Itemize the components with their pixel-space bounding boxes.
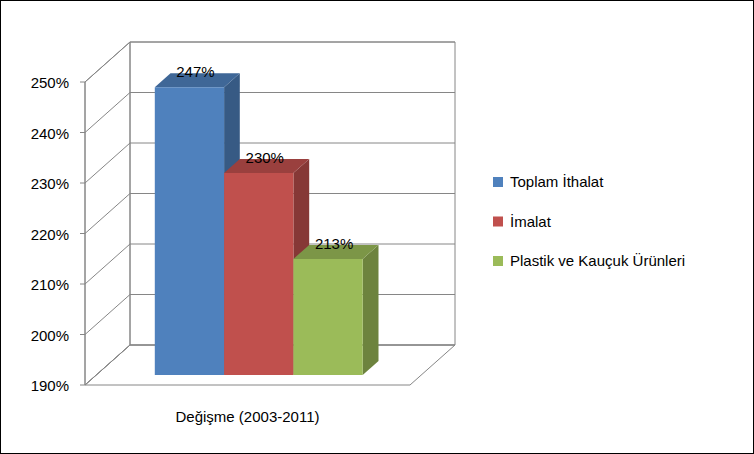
tick	[80, 233, 85, 234]
bar	[224, 173, 293, 375]
chart: 190% 200% 210% 220% 230% 240% 250% 247% 230% 213%…	[0, 0, 754, 454]
legend: Toplam İthalat İmalat Plastik ve Kauçuk Ür…	[493, 173, 685, 269]
legend-label: Plastik ve Kauçuk Ürünleri	[510, 252, 685, 269]
tick-label: 190%	[31, 377, 69, 394]
tick-label: 200%	[31, 327, 69, 344]
category-label: Değişme (2003-2011)	[176, 408, 320, 425]
legend-swatch	[493, 256, 503, 266]
tick	[80, 132, 85, 133]
tick	[80, 183, 85, 184]
bar	[293, 259, 362, 375]
data-labels: 247% 230% 213%	[176, 63, 353, 252]
tick	[80, 334, 85, 335]
tick	[80, 385, 85, 386]
data-label: 230%	[246, 149, 284, 166]
tick-label: 230%	[31, 175, 69, 192]
tick	[80, 284, 85, 285]
grid-line	[85, 42, 455, 82]
bar-side	[363, 245, 379, 375]
tick-label: 210%	[31, 276, 69, 293]
tick	[80, 82, 85, 83]
tick-label: 220%	[31, 226, 69, 243]
tick-label: 240%	[31, 125, 69, 142]
legend-swatch	[493, 177, 503, 187]
y-axis	[85, 82, 86, 385]
data-label: 247%	[176, 63, 214, 80]
grid-line	[85, 93, 455, 133]
data-label: 213%	[315, 235, 353, 252]
legend-swatch	[493, 217, 503, 227]
legend-label: Toplam İthalat	[510, 173, 604, 190]
legend-label: İmalat	[510, 213, 552, 230]
frame	[1, 1, 754, 454]
tick-label: 250%	[31, 74, 69, 91]
bars	[155, 73, 379, 375]
bar	[155, 87, 224, 375]
